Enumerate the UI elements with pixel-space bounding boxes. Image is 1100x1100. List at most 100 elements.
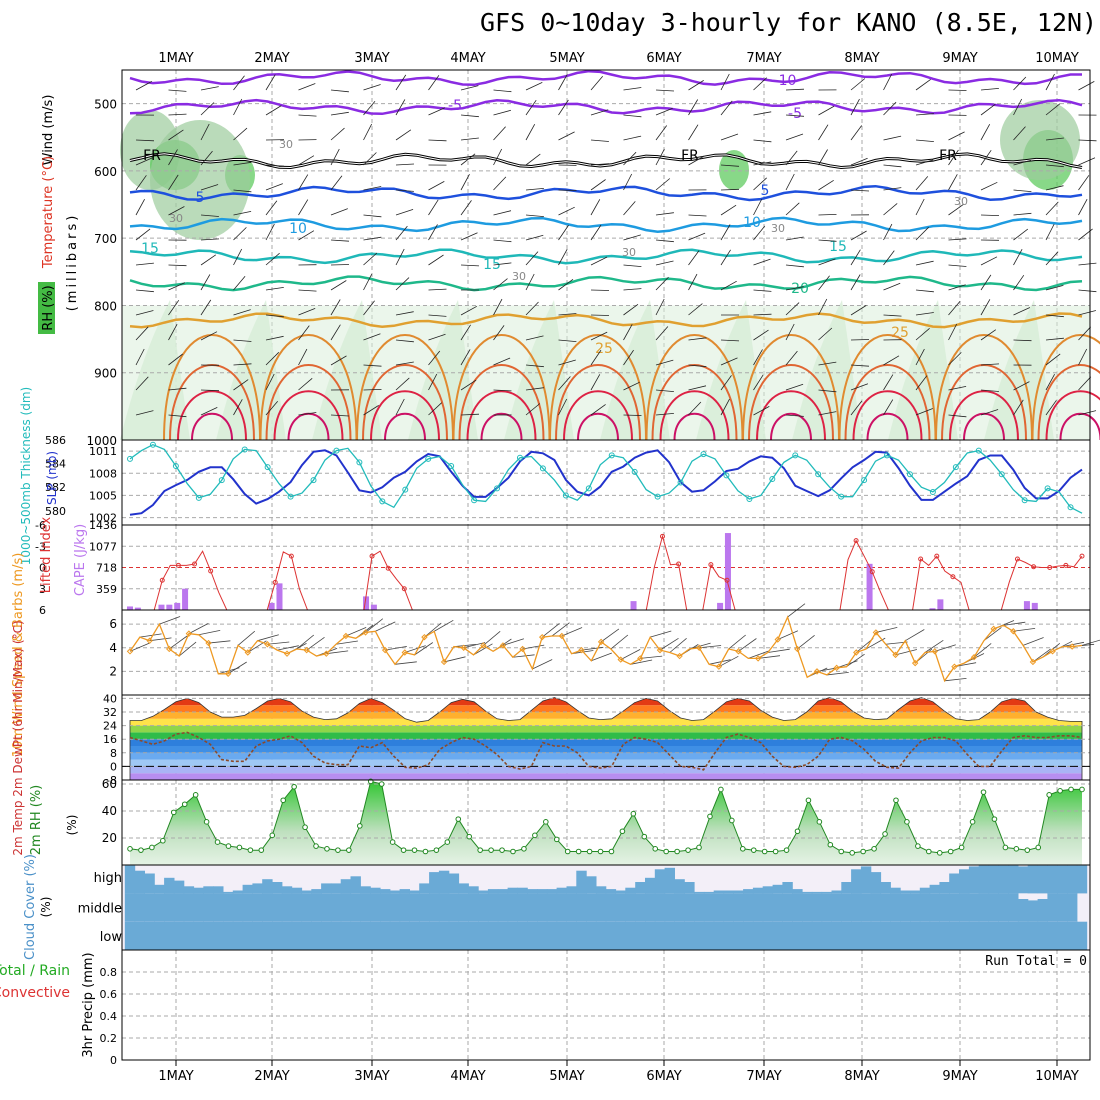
wind-barb-10m	[728, 634, 746, 650]
cloud-bar-middle	[978, 893, 990, 922]
wind-barb	[720, 224, 731, 241]
y-tick-pressure: 800	[94, 299, 117, 313]
cloud-bar-middle	[546, 893, 558, 922]
y-tick-li: -3	[35, 540, 46, 553]
cloud-bar-high	[370, 887, 381, 894]
cloud-bar-low	[487, 921, 499, 950]
wind-barb	[1078, 410, 1097, 416]
wind-barb	[298, 174, 309, 191]
isotherm-label: 10	[289, 221, 307, 237]
isotherm-line-inner	[129, 153, 1083, 169]
cloud-bar-low	[1076, 921, 1088, 950]
rh-marker	[947, 848, 954, 855]
y-tick-temp: 0	[110, 760, 117, 773]
wind-barb-10m	[198, 630, 221, 636]
wind-barb	[493, 298, 503, 316]
wind-barb	[655, 276, 669, 291]
wind-barb	[1078, 289, 1097, 293]
cloud-bar-high	[213, 886, 224, 894]
isotherm-dome	[1031, 334, 1100, 441]
rh-marker	[411, 847, 418, 853]
wind-barb	[233, 379, 249, 391]
wind-barb	[655, 260, 674, 266]
cloud-bar-high	[438, 870, 450, 894]
cloud-bar-middle	[517, 893, 528, 922]
cloud-bar-low	[448, 921, 460, 950]
wind-barb	[558, 131, 575, 141]
cloud-bar-high	[929, 884, 940, 894]
wind-barb	[720, 133, 739, 141]
cloud-bar-high	[792, 889, 803, 894]
thickness-marker	[998, 471, 1005, 478]
cloud-bar-middle	[733, 893, 744, 922]
cloud-bar-middle	[684, 893, 695, 922]
cloud-bar-low	[939, 921, 950, 950]
cloud-bar-high	[733, 890, 744, 894]
wind-barb	[655, 298, 665, 316]
wind-barb	[655, 413, 674, 416]
wind-barb	[785, 286, 804, 291]
wind-barb	[135, 376, 149, 391]
wind-barb	[330, 148, 340, 166]
wind-barb	[915, 113, 934, 116]
cloud-bar-high	[674, 879, 685, 894]
y-tick-thickness: 586	[45, 434, 66, 447]
cloud-bar-low	[360, 921, 371, 950]
rh-marker	[674, 848, 680, 855]
cloud-bar-middle	[468, 893, 479, 922]
wind-marker	[656, 646, 664, 654]
wind-barb	[1078, 262, 1097, 266]
wind-barb	[1013, 228, 1029, 241]
wind-barb-10m	[296, 634, 315, 650]
wind-barb-10m	[836, 660, 858, 669]
wind-barb	[785, 264, 804, 268]
li-cape-panel: -6 -3 0 3 6 1436 1077 718 359	[35, 519, 1091, 617]
cloud-bar-high	[968, 866, 980, 894]
legend-total-rain: Total / Rain	[0, 963, 70, 979]
isotherm-label: FR	[143, 148, 161, 164]
wind-barb-10m	[385, 646, 407, 651]
isotherm-dome	[452, 334, 551, 441]
cloud-bar-low	[713, 921, 725, 950]
wind-barb	[1078, 139, 1097, 142]
wind-barb	[915, 139, 934, 142]
cloud-bar-high	[576, 870, 587, 894]
ylabel-thickness: 1000~500mb Thickness (dm)	[19, 387, 33, 565]
isotherm-dome	[645, 334, 744, 441]
cloud-bar-low	[635, 921, 646, 950]
wind-marker	[323, 650, 330, 657]
rh-marker	[214, 839, 221, 845]
thickness-marker	[448, 462, 455, 469]
cloud-bar-high	[272, 882, 283, 894]
cloud-bar-middle	[595, 893, 607, 922]
li-marker	[934, 553, 940, 559]
cloud-bar-low	[772, 921, 783, 950]
cloud-bar-high	[703, 891, 715, 894]
wind-barb	[298, 83, 316, 91]
cloud-bar-low	[733, 921, 744, 950]
wind-barb-10m	[640, 655, 663, 659]
y-tick-cape: 1077	[89, 540, 117, 553]
wind-barb	[980, 389, 999, 392]
wind-barb	[1013, 381, 1030, 391]
cloud-bar-middle	[223, 893, 234, 922]
wind-marker	[244, 649, 251, 656]
li-marker	[272, 579, 278, 585]
wind-barb	[850, 230, 867, 241]
rh-marker	[499, 847, 505, 853]
wind-barb	[655, 359, 674, 366]
cloud-bar-low	[517, 921, 528, 950]
cloud-bar-low	[821, 921, 832, 950]
cloud-bar-low	[321, 921, 332, 950]
li-marker	[676, 561, 682, 567]
thickness-marker	[906, 471, 913, 478]
isotherm-line	[129, 275, 1083, 292]
wind-barb-10m	[178, 641, 197, 657]
wind-barb	[883, 282, 901, 291]
wind-barb	[460, 379, 477, 391]
wind-barb	[688, 273, 698, 291]
cloud-bar-middle	[252, 893, 263, 922]
wind-barb-10m	[394, 661, 417, 665]
thickness-marker	[379, 498, 386, 505]
cloud-bar-low	[851, 921, 862, 950]
